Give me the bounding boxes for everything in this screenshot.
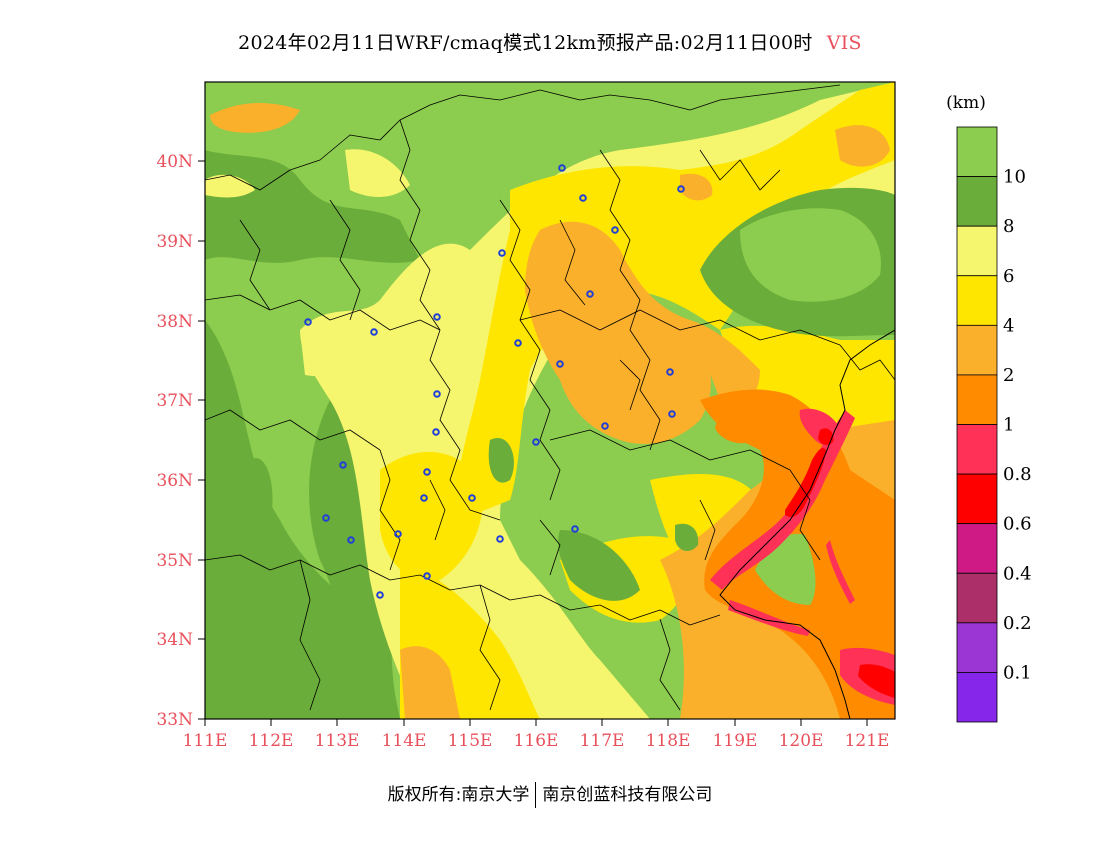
legend-swatch: [956, 374, 998, 425]
legend-swatch: [956, 473, 998, 525]
admin-boundaries: [205, 84, 895, 711]
legend-swatch: [956, 324, 998, 376]
legend-swatch: [956, 622, 998, 673]
legend-swatch: [956, 424, 998, 475]
legend-label: 10: [1003, 167, 1026, 188]
copyright-text: 版权所有:南京大学: [387, 785, 530, 805]
city-marker: [432, 428, 440, 436]
lon-label: 119E: [713, 731, 758, 751]
lon-label: 118E: [646, 731, 691, 751]
city-marker: [433, 390, 441, 398]
legend-label: 6: [1003, 266, 1014, 287]
city-marker: [394, 530, 402, 538]
lat-label: 37N: [156, 391, 193, 411]
city-marker: [433, 313, 441, 321]
city-marker: [532, 438, 540, 446]
legend-swatch: [956, 126, 998, 177]
city-marker: [586, 290, 594, 298]
map-title: 2024年02月11日WRF/cmaq模式12km预报产品:02月11日00时 V…: [0, 28, 1100, 55]
legend-swatch: [956, 572, 998, 624]
city-marker: [420, 494, 428, 502]
legend-swatches: [956, 126, 998, 723]
lat-label: 39N: [156, 232, 193, 252]
legend-swatch: [956, 672, 998, 723]
variable-label: VIS: [826, 32, 862, 54]
legend-swatch: [956, 176, 998, 227]
city-marker: [496, 535, 504, 543]
lon-label: 117E: [580, 731, 625, 751]
legend-label: 0.6: [1003, 514, 1032, 535]
legend-label: 4: [1003, 315, 1014, 336]
coastline: [719, 329, 895, 719]
lon-label: 120E: [779, 731, 824, 751]
legend-labels: 10 8 6 4 2 1 0.8 0.6 0.4 0.2 0.1: [1003, 167, 1032, 684]
city-marker: [579, 194, 587, 202]
city-marker: [677, 185, 685, 193]
lat-label: 36N: [156, 471, 193, 491]
lon-label: 111E: [183, 731, 228, 751]
footer-separator: [535, 782, 537, 808]
lon-label: 115E: [448, 731, 493, 751]
title-text: 2024年02月11日WRF/cmaq模式12km预报产品:02月11日00时: [238, 32, 813, 54]
city-marker: [376, 591, 384, 599]
city-marker: [370, 328, 378, 336]
city-marker: [556, 360, 564, 368]
legend-unit: (km): [946, 93, 986, 113]
legend-swatch: [956, 275, 998, 326]
city-marker: [498, 249, 506, 257]
city-marker: [339, 461, 347, 469]
lat-label: 35N: [156, 551, 193, 571]
city-marker: [347, 536, 355, 544]
legend-swatch: [956, 523, 998, 574]
city-marker: [666, 368, 674, 376]
lat-label: 38N: [156, 312, 193, 332]
city-marker: [322, 514, 330, 522]
lon-label: 112E: [249, 731, 294, 751]
lon-label: 116E: [514, 731, 559, 751]
lat-label: 40N: [156, 152, 193, 172]
company-text: 南京创蓝科技有限公司: [542, 785, 713, 805]
city-marker: [668, 410, 676, 418]
legend-label: 1: [1003, 415, 1014, 436]
city-marker: [558, 164, 566, 172]
lon-label: 113E: [315, 731, 360, 751]
legend-label: 0.8: [1003, 464, 1032, 485]
lat-label: 34N: [156, 630, 193, 650]
lat-label: 33N: [156, 710, 193, 730]
lon-label: 114E: [382, 731, 427, 751]
city-marker: [468, 494, 476, 502]
latitude-axis: 33N 34N 35N 36N 37N 38N 39N 40N: [156, 152, 205, 730]
legend-swatch: [956, 225, 998, 277]
legend: (km) 10 8 6 4 2 1 0.8 0.6 0.4 0.2 0.1: [946, 93, 1032, 723]
lon-label: 121E: [845, 731, 890, 751]
legend-label: 8: [1003, 216, 1014, 237]
city-marker: [423, 468, 431, 476]
city-marker: [304, 318, 312, 326]
city-marker: [514, 339, 522, 347]
city-marker: [611, 226, 619, 234]
visibility-field: [205, 82, 895, 719]
legend-label: 0.2: [1003, 613, 1032, 634]
legend-label: 0.1: [1003, 662, 1032, 683]
footer: 版权所有:南京大学 南京创蓝科技有限公司: [0, 780, 1100, 808]
city-marker: [571, 525, 579, 533]
longitude-axis: 111E 112E 113E 114E 115E 116E 117E 118E …: [183, 719, 890, 751]
city-marker: [601, 422, 609, 430]
legend-label: 2: [1003, 365, 1014, 386]
city-marker: [423, 572, 431, 580]
city-markers: [304, 164, 685, 599]
legend-label: 0.4: [1003, 563, 1032, 584]
